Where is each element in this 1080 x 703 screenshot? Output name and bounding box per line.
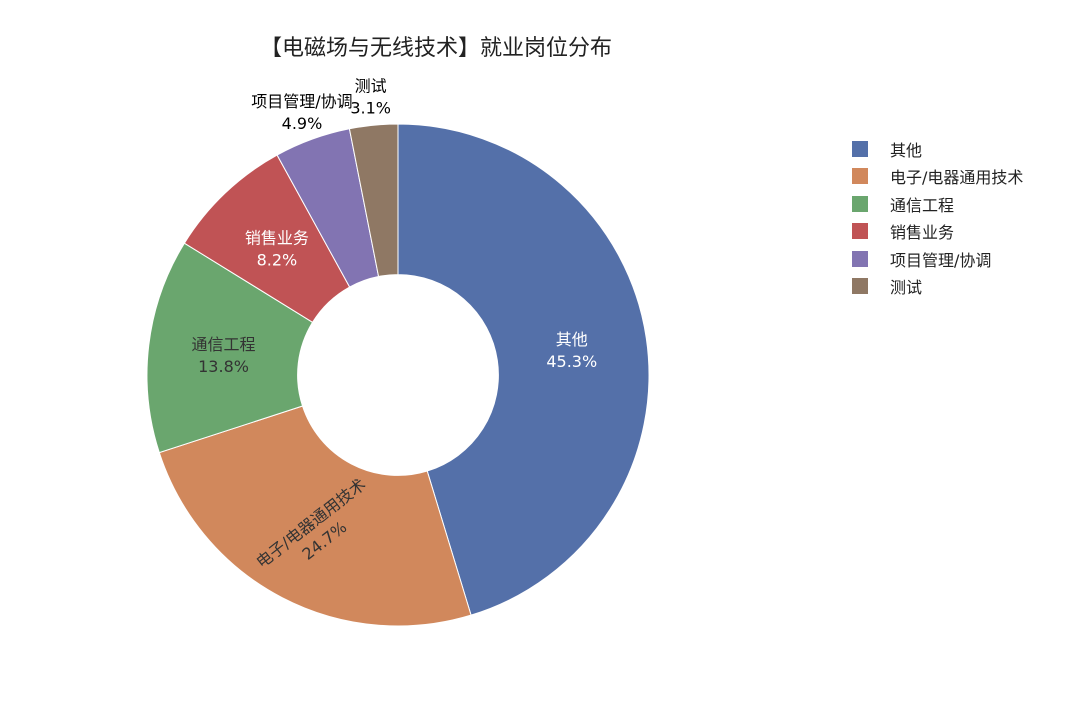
- legend-item-2: 通信工程: [852, 190, 1023, 218]
- legend-item-5: 测试: [852, 273, 1023, 301]
- slice-0: [397, 123, 650, 616]
- legend-label: 销售业务: [890, 223, 955, 243]
- legend-swatch: [852, 195, 868, 212]
- legend-item-0: 其他: [852, 135, 1023, 163]
- legend-swatch: [852, 250, 868, 267]
- legend: 其他电子/电器通用技术 通信工程销售业务项目管理/协调 测试: [852, 135, 1023, 300]
- legend-swatch: [852, 140, 868, 157]
- legend-label: 测试: [890, 278, 923, 298]
- legend-swatch: [852, 168, 868, 185]
- slice-2: [146, 242, 314, 454]
- chart-title: 【电磁场与无线技术】就业岗位分布: [259, 36, 612, 61]
- slice-1: [158, 405, 472, 627]
- legend-item-4: 项目管理/协调: [852, 245, 1023, 273]
- legend-label: 项目管理/协调: [890, 250, 992, 270]
- slice-label-2: 通信工程 13.8%: [192, 335, 256, 376]
- legend-swatch: [852, 223, 868, 240]
- legend-label: 电子/电器通用技术: [890, 168, 1024, 188]
- legend-item-1: 电子/电器通用技术: [852, 163, 1023, 191]
- slice-label-5: 测试 3.1%: [350, 76, 391, 117]
- legend-item-3: 销售业务: [852, 218, 1023, 246]
- slice-label-3: 销售业务 8.2%: [245, 229, 309, 270]
- legend-label: 通信工程: [890, 195, 955, 215]
- slice-label-0: 其他 45.3%: [546, 330, 597, 371]
- slice-5: [348, 123, 399, 278]
- legend-swatch: [852, 278, 868, 295]
- legend-label: 其他: [890, 140, 923, 160]
- slice-label-4: 项目管理/协调 4.9%: [251, 92, 352, 133]
